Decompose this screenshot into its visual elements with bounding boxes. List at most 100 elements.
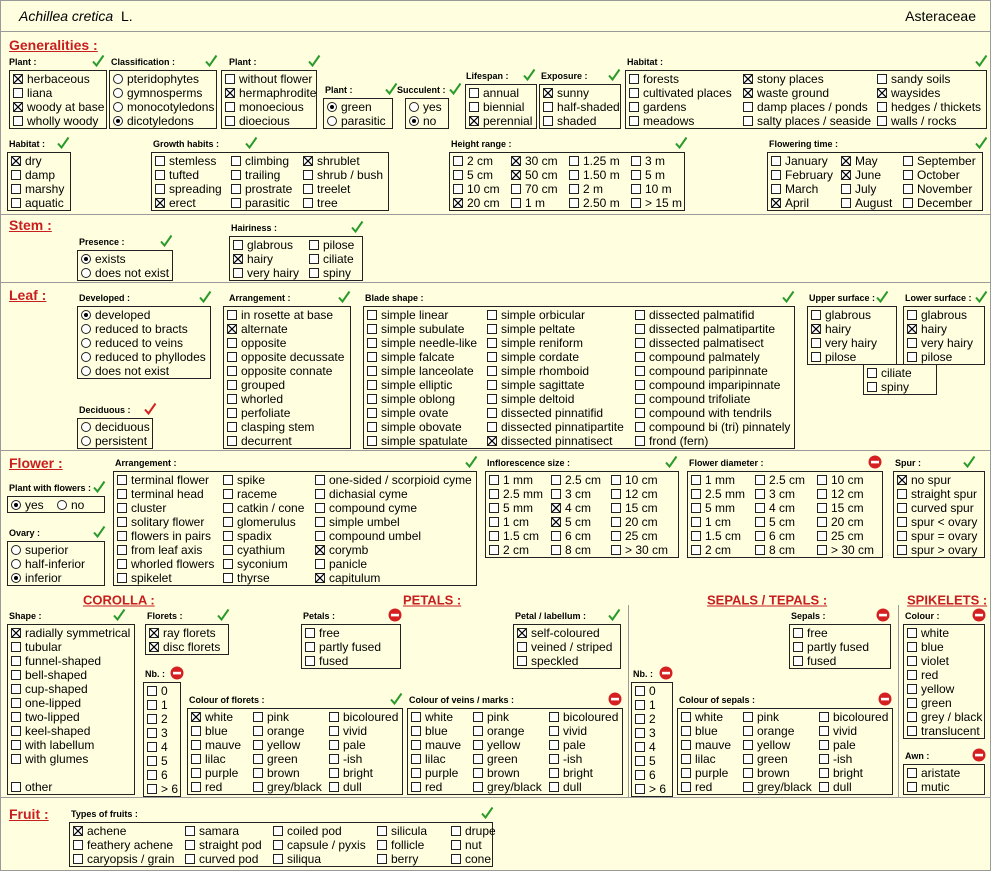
group-label: Succulent : xyxy=(397,85,446,95)
checkbox xyxy=(147,784,157,794)
option-label: pale xyxy=(563,738,586,752)
radio-button xyxy=(113,74,123,84)
checkbox xyxy=(681,740,691,750)
option-label: bright xyxy=(833,766,864,780)
option-label: 20 cm xyxy=(467,196,500,210)
option-label: partly fused xyxy=(807,640,870,654)
option-box: radially symmetrical tubular funnel-shaped… xyxy=(7,624,135,795)
option-label: hedges / thickets xyxy=(891,100,982,114)
option-label: 3 cm xyxy=(565,487,592,501)
checkbox xyxy=(635,408,645,418)
option-label: two-lipped xyxy=(25,710,80,724)
checkbox xyxy=(487,408,497,418)
option-box: exists does not exist xyxy=(77,250,173,281)
option-box: free partly fused fused xyxy=(789,624,891,669)
option-label: dissected palmatifid xyxy=(649,308,755,322)
checkbox xyxy=(755,503,765,513)
checkbox xyxy=(473,712,483,722)
option-label: simple needle-like xyxy=(381,336,478,350)
checkbox xyxy=(147,756,157,766)
option-label: fused xyxy=(807,654,837,668)
option-label: grey/black xyxy=(267,780,322,794)
checkbox xyxy=(841,198,851,208)
option-label: dissected palmatipartite xyxy=(649,322,776,336)
option-label: October xyxy=(917,168,960,182)
option-label: meadows xyxy=(643,114,695,128)
option-label: white xyxy=(425,710,454,724)
group-label: Arrangement : xyxy=(229,293,291,303)
checkbox xyxy=(635,324,645,334)
checkbox xyxy=(253,782,263,792)
option-label: tree xyxy=(317,196,338,210)
checkbox xyxy=(867,382,877,392)
status-icon xyxy=(205,54,218,68)
checkbox xyxy=(147,770,157,780)
option-box: 0 1 2 3 4 5 6 > 6 xyxy=(143,682,181,797)
radio-button xyxy=(81,352,91,362)
checkbox xyxy=(897,475,907,485)
option-label: raceme xyxy=(237,487,278,501)
option-box: deciduous persistent xyxy=(77,418,153,449)
radio-dot xyxy=(412,119,416,123)
check-cross xyxy=(234,255,242,263)
status-icon xyxy=(199,290,212,304)
option-label: spur < ovary xyxy=(911,515,978,529)
option-label: 6 xyxy=(649,768,656,782)
checkbox xyxy=(551,503,561,513)
option-box: white blue mauve lilac purple red pink orange ye… xyxy=(187,708,403,795)
option-label: catkin / cone xyxy=(237,501,305,515)
option-box: 2 cm 5 cm 10 cm 20 cm 30 cm 50 cm 70 cm 1 m 1.25… xyxy=(449,152,685,211)
checkbox xyxy=(903,184,913,194)
group-label: Upper surface : xyxy=(809,293,876,303)
option-label: mauve xyxy=(205,738,242,752)
status-icon xyxy=(975,290,988,304)
check-cross xyxy=(744,75,752,83)
option-label: parasitic xyxy=(245,196,290,210)
checkbox xyxy=(117,517,127,527)
checkbox xyxy=(303,170,313,180)
option-label: purple xyxy=(425,766,459,780)
option-label: waste ground xyxy=(757,86,830,100)
checkbox xyxy=(897,531,907,541)
radio-button xyxy=(81,366,91,376)
option-label: red xyxy=(921,668,939,682)
checkbox xyxy=(227,324,237,334)
check-cross xyxy=(518,629,526,637)
checkbox xyxy=(377,826,387,836)
checkbox xyxy=(411,782,421,792)
group-label: Blade shape : xyxy=(365,293,424,303)
checkbox xyxy=(549,712,559,722)
status-icon xyxy=(608,692,622,706)
option-label: spreading xyxy=(169,182,222,196)
option-label: decurrent xyxy=(241,434,292,448)
option-label: purple xyxy=(695,766,729,780)
option-label: 4 cm xyxy=(565,501,592,515)
option-label: 1.5 cm xyxy=(705,529,742,543)
checkbox xyxy=(549,754,559,764)
checkbox xyxy=(635,338,645,348)
option-label: marshy xyxy=(25,182,65,196)
checkbox xyxy=(793,628,803,638)
checkbox xyxy=(367,422,377,432)
option-label: glabrous xyxy=(921,308,968,322)
option-label: simple peltate xyxy=(501,322,576,336)
option-label: bright xyxy=(343,766,374,780)
option-label: whorled xyxy=(241,392,284,406)
option-label: white xyxy=(921,626,950,640)
option-label: green xyxy=(487,752,518,766)
checkbox xyxy=(569,184,579,194)
option-label: 3 xyxy=(161,726,168,740)
option-label: vivid xyxy=(833,724,858,738)
option-label: stemless xyxy=(169,154,217,168)
option-label: salty places / seaside xyxy=(757,114,872,128)
checkbox xyxy=(315,517,325,527)
checkbox xyxy=(907,768,917,778)
option-label: shrublet xyxy=(317,154,360,168)
checkbox xyxy=(817,503,827,513)
checkbox xyxy=(903,198,913,208)
option-label: yellow xyxy=(757,738,791,752)
checkbox xyxy=(73,826,83,836)
checkbox xyxy=(451,840,461,850)
status-icon xyxy=(308,54,321,68)
option-label: fused xyxy=(319,654,349,668)
